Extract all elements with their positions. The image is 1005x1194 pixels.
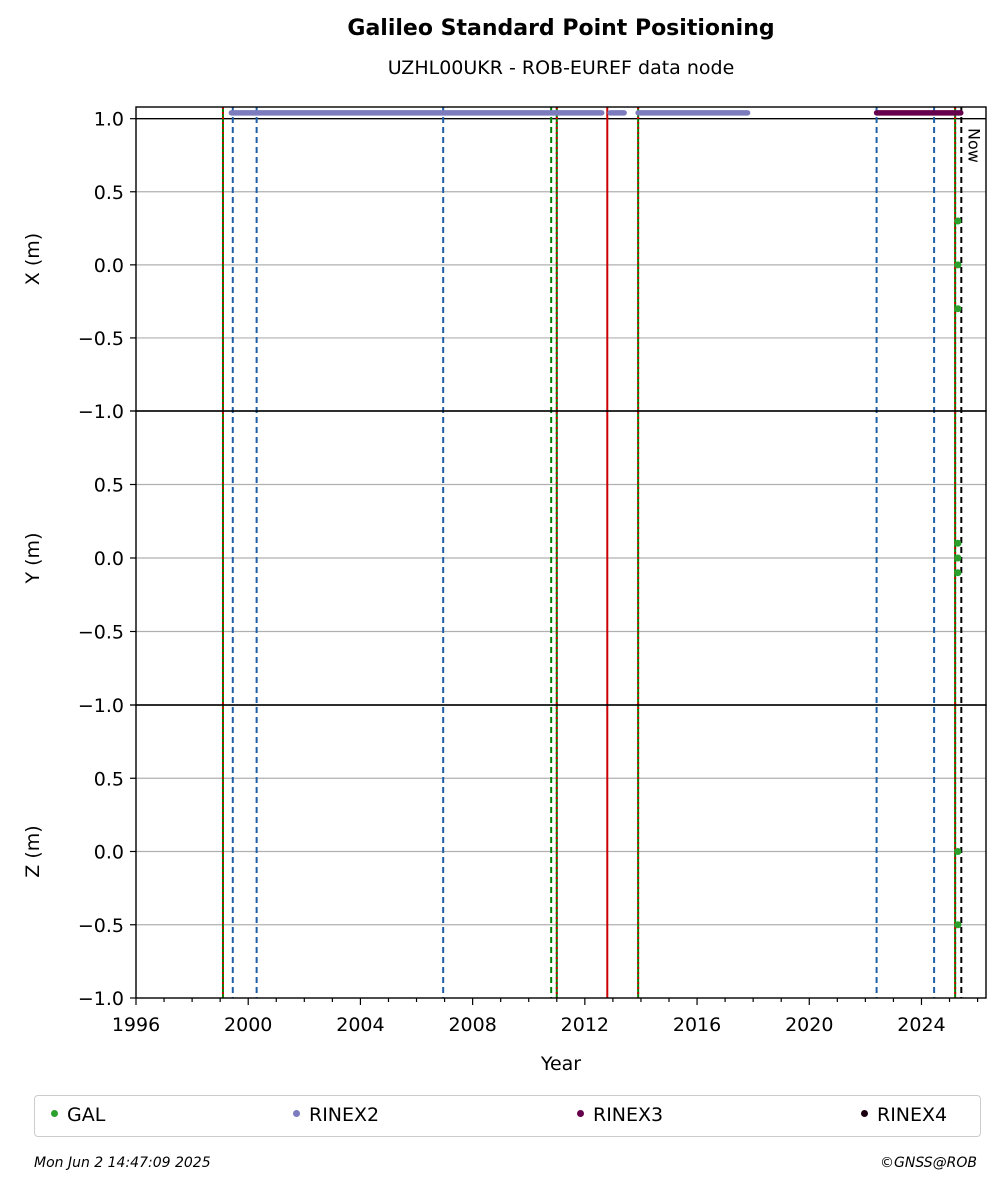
- legend-label-gal: GAL: [67, 1104, 106, 1126]
- gal-point: [954, 539, 962, 547]
- legend-label-rinex3: RINEX3: [593, 1104, 664, 1126]
- y-axis-label: X (m): [22, 233, 44, 285]
- chart-area: 1.0 0.5 0.0 −0.5 −1.0 X (m) 0.5 0.0 −0.5 −1.0 Y (m…: [22, 106, 987, 1075]
- legend-item-rinex4: RINEX4: [861, 1104, 947, 1126]
- legend-item-rinex3: RINEX3: [577, 1104, 663, 1126]
- y-axis-label: Y (m): [22, 533, 44, 585]
- x-tick-label: 2004: [336, 1014, 384, 1036]
- x-tick-label: 2020: [785, 1014, 833, 1036]
- gal-point: [954, 554, 962, 562]
- legend-item-gal: GAL: [51, 1104, 105, 1126]
- gal-point: [954, 848, 962, 855]
- y-axis-label: Z (m): [22, 825, 44, 877]
- gal-point: [954, 261, 962, 269]
- x-tick-label: 2024: [897, 1014, 945, 1036]
- x-tick-label: 2008: [448, 1014, 496, 1036]
- legend-item-rinex2: RINEX2: [293, 1104, 379, 1126]
- x-tick-label: 2012: [561, 1014, 609, 1036]
- now-label: Now: [964, 128, 983, 163]
- y-tick-label: 0.5: [94, 768, 124, 790]
- legend-marker-rinex4: [861, 1110, 868, 1117]
- panel-frame: [135, 106, 987, 412]
- gal-point: [954, 305, 962, 313]
- x-tick-label: 1996: [112, 1014, 160, 1036]
- y-tick-label: 0.0: [94, 255, 124, 277]
- y-tick-label: −1.0: [78, 695, 124, 717]
- x-tick-label: 2016: [673, 1014, 721, 1036]
- legend-marker-rinex3: [577, 1110, 584, 1117]
- legend-label-rinex4: RINEX4: [877, 1104, 948, 1126]
- y-tick-label: 0.5: [94, 182, 124, 204]
- y-tick-label: 1.0: [94, 109, 124, 131]
- y-tick-label: −0.5: [78, 622, 124, 644]
- chart-title: Galileo Standard Point Positioning: [347, 16, 775, 41]
- y-tick-label: 0.5: [94, 475, 124, 497]
- y-tick-label: −0.5: [78, 328, 124, 350]
- y-tick-label: 0.0: [94, 842, 124, 864]
- y-tick-label: −1.0: [78, 988, 124, 1010]
- gal-point: [954, 217, 962, 225]
- y-tick-label: −0.5: [78, 915, 124, 937]
- y-tick-label: −1.0: [78, 401, 124, 423]
- legend: GAL RINEX2 RINEX3 RINEX4: [34, 1095, 981, 1137]
- footer-timestamp: Mon Jun 2 14:47:09 2025: [34, 1155, 211, 1171]
- legend-label-rinex2: RINEX2: [309, 1104, 380, 1126]
- x-tick-label: 2000: [224, 1014, 272, 1036]
- legend-marker-rinex2: [293, 1110, 300, 1117]
- y-tick-label: 0.0: [94, 548, 124, 570]
- chart-subtitle: UZHL00UKR - ROB-EUREF data node: [387, 57, 735, 79]
- gal-point: [954, 569, 962, 577]
- x-axis-label: Year: [540, 1053, 581, 1075]
- panel-frame: [135, 704, 987, 999]
- legend-marker-gal: [51, 1110, 58, 1117]
- gal-point: [954, 921, 962, 929]
- footer-credit: ©GNSS@ROB: [880, 1155, 977, 1171]
